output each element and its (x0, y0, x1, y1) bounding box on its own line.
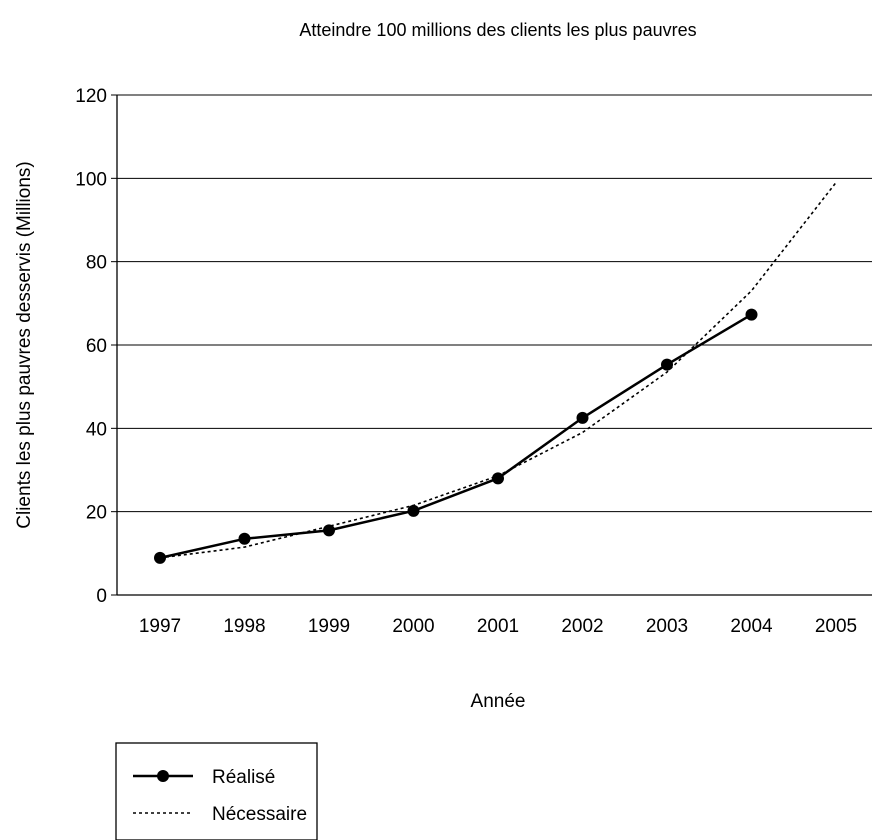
legend-box (115, 742, 318, 840)
x-tick-label: 1998 (223, 616, 265, 637)
y-tick-label: 40 (86, 419, 107, 440)
y-tick-label: 60 (86, 336, 107, 357)
y-axis-ticks: 0 20 40 60 80 100 120 (75, 86, 117, 607)
legend-label-necessaire: Nécessaire (212, 804, 307, 825)
y-tick-label: 120 (75, 86, 107, 107)
grid-lines (117, 94, 872, 513)
data-point-realise (238, 532, 251, 545)
y-tick-label: 100 (75, 169, 107, 190)
legend-label-realise: Réalisé (212, 767, 275, 788)
x-tick-label: 2003 (646, 616, 688, 637)
y-tick-label: 80 (86, 253, 107, 274)
y-tick-label: 0 (96, 586, 107, 607)
data-point-realise (661, 358, 673, 371)
x-tick-label: 2001 (477, 616, 519, 637)
data-point-realise (407, 504, 420, 517)
y-axis-label: Clients les plus pauvres desservis (Mill… (14, 161, 35, 528)
data-point-realise (576, 411, 589, 424)
x-axis-ticks: 1997 1998 1999 2000 2001 2002 2003 2004 2005 (139, 616, 857, 637)
y-tick-label: 20 (86, 503, 107, 524)
legend-marker-realise (157, 770, 169, 782)
x-axis-label: Année (471, 691, 526, 712)
chart-title: Atteindre 100 millions des clients les p… (299, 20, 696, 40)
x-tick-label: 1997 (139, 616, 181, 637)
data-point-realise (154, 551, 166, 564)
data-point-realise (745, 308, 758, 321)
x-tick-label: 2000 (392, 616, 434, 637)
series-line-realise (159, 313, 753, 560)
x-tick-label: 1999 (308, 616, 350, 637)
x-tick-label: 2002 (561, 616, 603, 637)
legend: Réalisé Nécessaire (115, 742, 318, 840)
data-point-realise (492, 472, 504, 485)
data-point-realise (323, 524, 335, 537)
x-tick-label: 2004 (730, 616, 773, 637)
series-layer (154, 182, 837, 564)
series-line-necessaire (159, 182, 837, 559)
x-tick-label: 2005 (815, 616, 857, 637)
